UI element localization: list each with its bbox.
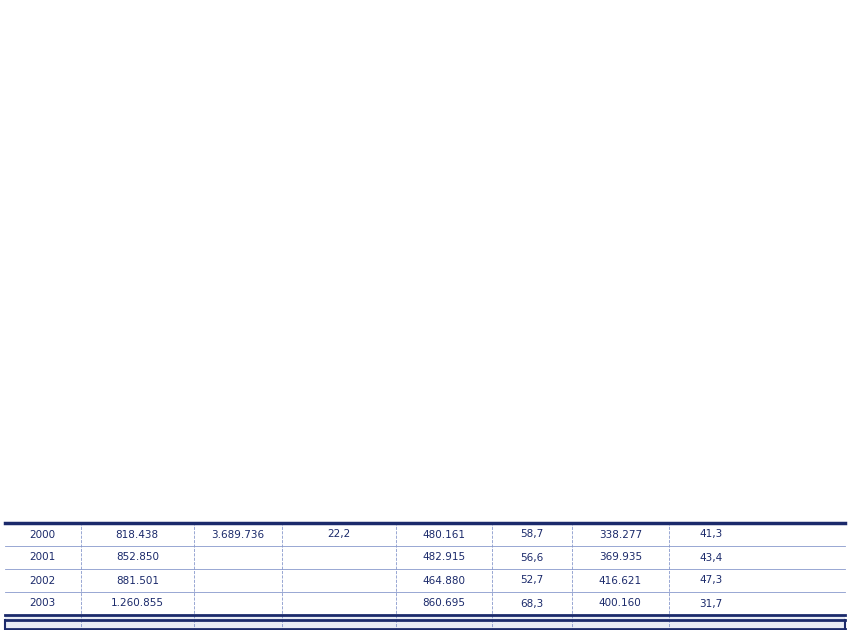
Text: 818.438: 818.438 — [116, 529, 159, 539]
Text: 482.915: 482.915 — [422, 553, 466, 563]
Text: 56,6: 56,6 — [520, 553, 544, 563]
Text: 41,3: 41,3 — [700, 529, 722, 539]
Text: 2000: 2000 — [30, 529, 56, 539]
Text: 480.161: 480.161 — [422, 529, 466, 539]
Text: 31,7: 31,7 — [700, 598, 722, 609]
Bar — [5, 569, 845, 592]
Text: 43,4: 43,4 — [700, 553, 722, 563]
Text: 2002: 2002 — [30, 575, 56, 585]
Text: 2003: 2003 — [30, 598, 56, 609]
Text: 860.695: 860.695 — [422, 598, 466, 609]
Text: 338.277: 338.277 — [598, 529, 642, 539]
Text: Oficial %: Oficial % — [507, 566, 558, 576]
Text: 47,3: 47,3 — [700, 575, 722, 585]
Bar — [5, 523, 845, 546]
Bar — [5, 629, 845, 630]
Bar — [5, 592, 845, 615]
Text: 52,7: 52,7 — [520, 575, 544, 585]
Text: 68,3: 68,3 — [520, 598, 544, 609]
Text: Población
18-24: Población 18-24 — [209, 560, 267, 583]
Text: 3.689.736: 3.689.736 — [212, 529, 264, 539]
Text: Año Fiscal N: Año Fiscal N — [7, 566, 79, 576]
Text: 1.260.855: 1.260.855 — [110, 598, 164, 609]
Text: 400.160: 400.160 — [599, 598, 642, 609]
Text: 852.850: 852.850 — [116, 553, 159, 563]
Text: 22,2: 22,2 — [327, 529, 350, 539]
Text: Privado N: Privado N — [592, 566, 649, 576]
Bar — [5, 615, 845, 629]
Text: 464.880: 464.880 — [422, 575, 466, 585]
Text: 2001: 2001 — [30, 553, 56, 563]
Text: Inscripción to-
tal Subsistema
Universitario: Inscripción to- tal Subsistema Universit… — [94, 554, 181, 589]
Bar — [5, 523, 845, 620]
Text: 58,7: 58,7 — [520, 529, 544, 539]
Text: % Incrito en el
susb-sistema
respecto a po-
blación e entre
18 y 24: % Incrito en el susb-sistema respecto a … — [294, 542, 383, 601]
Text: 369.935: 369.935 — [598, 553, 642, 563]
Text: Oficial N: Oficial N — [419, 566, 469, 576]
Text: 881.501: 881.501 — [116, 575, 159, 585]
Text: 416.621: 416.621 — [598, 575, 642, 585]
Text: Privado %: Privado % — [682, 566, 740, 576]
Bar — [5, 546, 845, 569]
